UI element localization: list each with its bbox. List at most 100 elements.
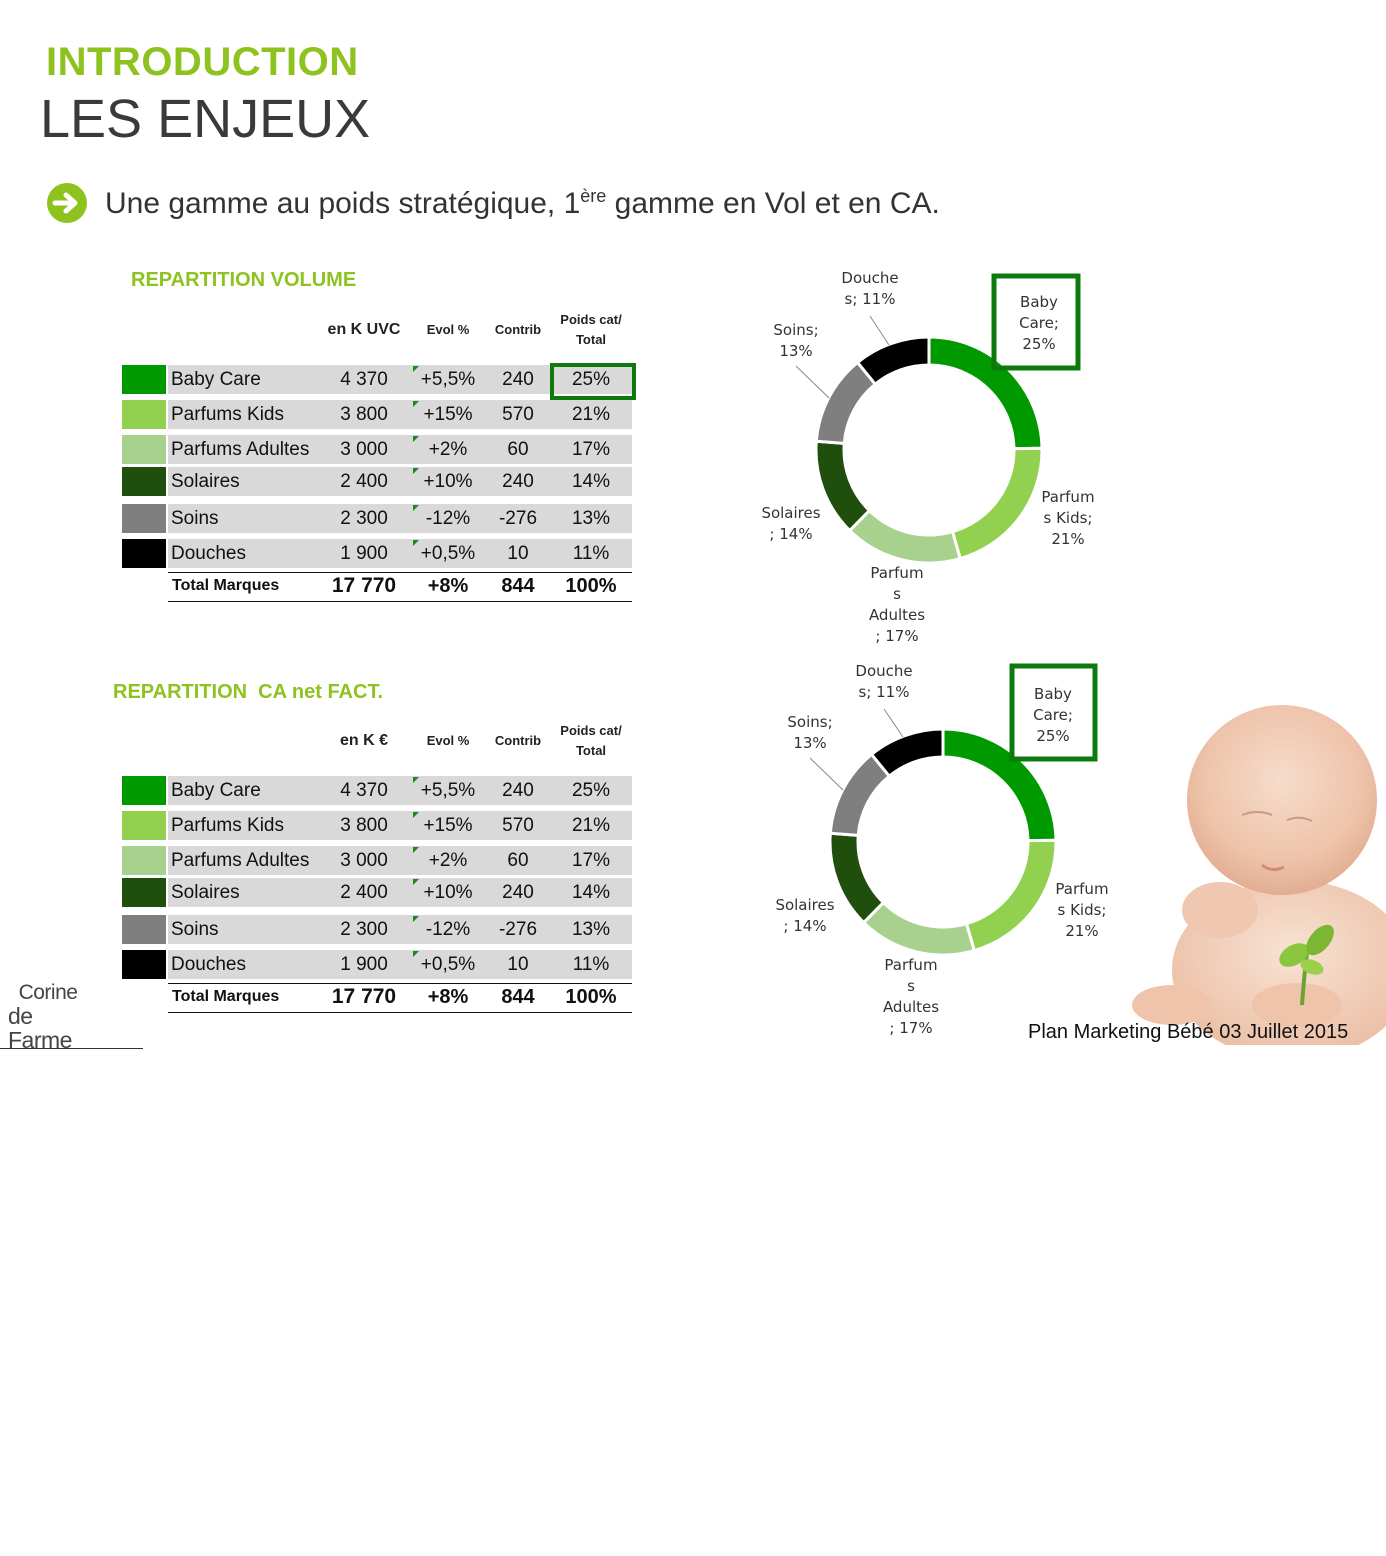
table-row: Baby Care 4 370 +5,5% 240 25% — [122, 365, 632, 394]
row-background — [168, 539, 632, 568]
subtitle-text-end: gamme en Vol et en CA. — [606, 187, 940, 220]
poids-header-line-2: Total — [575, 743, 607, 758]
row-label: Parfums Kids — [171, 815, 284, 836]
row-evol: +2% — [428, 850, 468, 871]
row-contrib: 60 — [507, 850, 529, 871]
data-label-douches: Douche s; 11% — [855, 662, 912, 701]
row-background — [168, 878, 632, 907]
row-background — [168, 365, 632, 394]
row-evol: +15% — [423, 815, 473, 836]
row-contrib: 240 — [502, 882, 534, 903]
page-title: LES ENJEUX — [40, 89, 371, 149]
poids-header-line-2: Total — [575, 332, 607, 347]
total-contrib: 844 — [501, 575, 535, 597]
row-value: 3 000 — [340, 850, 388, 871]
row-label: Baby Care — [171, 780, 261, 801]
logo-line-1: Corine — [18, 981, 78, 1004]
color-swatch — [122, 504, 166, 533]
color-swatch — [122, 811, 166, 840]
total-poids: 100% — [565, 986, 617, 1008]
logo-line-2: de Farme — [8, 1003, 72, 1053]
donut-slice-soins — [814, 360, 878, 446]
color-swatch — [122, 400, 166, 429]
row-poids: 13% — [571, 919, 611, 940]
unit-header: en K € — [339, 732, 388, 749]
donut-slice-baby-care — [941, 727, 1058, 843]
cell-marker — [413, 777, 419, 783]
arrow-right-circle-icon — [47, 183, 87, 223]
logo-divider — [0, 1048, 143, 1049]
total-evol: +8% — [427, 986, 469, 1008]
total-divider-bottom — [168, 1012, 632, 1013]
row-label: Douches — [171, 954, 246, 975]
color-swatch — [122, 467, 166, 496]
row-value: 2 300 — [340, 919, 388, 940]
data-label-soins: Soins; 13% — [787, 713, 832, 752]
table-row: Parfums Adultes 3 000 +2% 60 17% — [122, 435, 632, 464]
table-row: Parfums Adultes 3 000 +2% 60 17% — [122, 846, 632, 875]
subtitle: Une gamme au poids stratégique, 1ère gam… — [105, 186, 940, 221]
donut-slice-parfums-adultes — [847, 508, 963, 565]
donut-slice-parfums-kids — [950, 446, 1044, 561]
contrib-header: Contrib — [494, 322, 542, 337]
color-swatch — [122, 365, 166, 394]
leader-line — [795, 365, 830, 399]
color-swatch — [122, 950, 166, 979]
row-poids: 21% — [571, 404, 611, 425]
highlight-box — [991, 273, 1081, 371]
total-divider-top — [168, 572, 632, 573]
row-evol: +0,5% — [420, 954, 476, 975]
row-poids: 25% — [571, 369, 611, 390]
leader-line — [883, 708, 904, 738]
row-poids: 17% — [571, 850, 611, 871]
row-poids: 17% — [571, 439, 611, 460]
row-poids: 13% — [571, 508, 611, 529]
table-row: Solaires 2 400 +10% 240 14% — [122, 878, 632, 907]
contrib-header: Contrib — [494, 733, 542, 748]
cell-marker — [413, 401, 419, 407]
total-divider-top — [168, 983, 632, 984]
row-poids: 14% — [571, 882, 611, 903]
total-poids: 100% — [565, 575, 617, 597]
row-poids: 11% — [572, 543, 610, 564]
donut-slice-solaires — [828, 831, 886, 925]
color-swatch — [122, 846, 166, 875]
table-row: Soins 2 300 -12% -276 13% — [122, 915, 632, 944]
donut-slice-parfums-adultes — [861, 900, 977, 957]
row-evol: +0,5% — [420, 543, 476, 564]
table-row: Parfums Kids 3 800 +15% 570 21% — [122, 811, 632, 840]
row-label: Soins — [171, 508, 219, 529]
data-label-baby-care: Baby Care; 25% — [1033, 685, 1073, 745]
color-swatch — [122, 776, 166, 805]
row-evol: +10% — [423, 471, 473, 492]
footer-text: Plan Marketing Bébé 03 Juillet 2015 — [1028, 1021, 1349, 1043]
row-contrib: 60 — [507, 439, 529, 460]
row-value: 2 400 — [340, 882, 388, 903]
row-value: 4 370 — [340, 780, 388, 801]
donut-slice-parfums-kids — [964, 838, 1058, 953]
section-kicker: INTRODUCTION — [46, 40, 359, 84]
row-background — [168, 467, 632, 496]
row-contrib: -276 — [498, 508, 538, 529]
row-evol: +2% — [428, 439, 468, 460]
row-background — [168, 504, 632, 533]
row-evol: -12% — [425, 508, 471, 529]
data-label-parfums-adultes: Parfum s Adultes; 17% — [869, 564, 925, 645]
row-evol: +15% — [423, 404, 473, 425]
row-value: 3 800 — [340, 404, 388, 425]
color-swatch — [122, 435, 166, 464]
row-background — [168, 776, 632, 805]
data-label-baby-care: Baby Care; 25% — [1019, 293, 1059, 353]
row-background — [168, 435, 632, 464]
row-label: Solaires — [171, 471, 240, 492]
cell-marker — [413, 468, 419, 474]
cell-marker — [413, 540, 419, 546]
volume-table: en K UVC Evol % Contrib Poids cat/Total Baby… — [122, 310, 642, 610]
donut-slice-douches — [869, 727, 945, 779]
leader-line — [809, 757, 844, 791]
donut-slice-solaires — [814, 439, 872, 533]
row-value: 1 900 — [340, 543, 388, 564]
row-evol: +5,5% — [420, 780, 476, 801]
row-evol: +5,5% — [420, 369, 476, 390]
row-poids: 11% — [572, 954, 610, 975]
